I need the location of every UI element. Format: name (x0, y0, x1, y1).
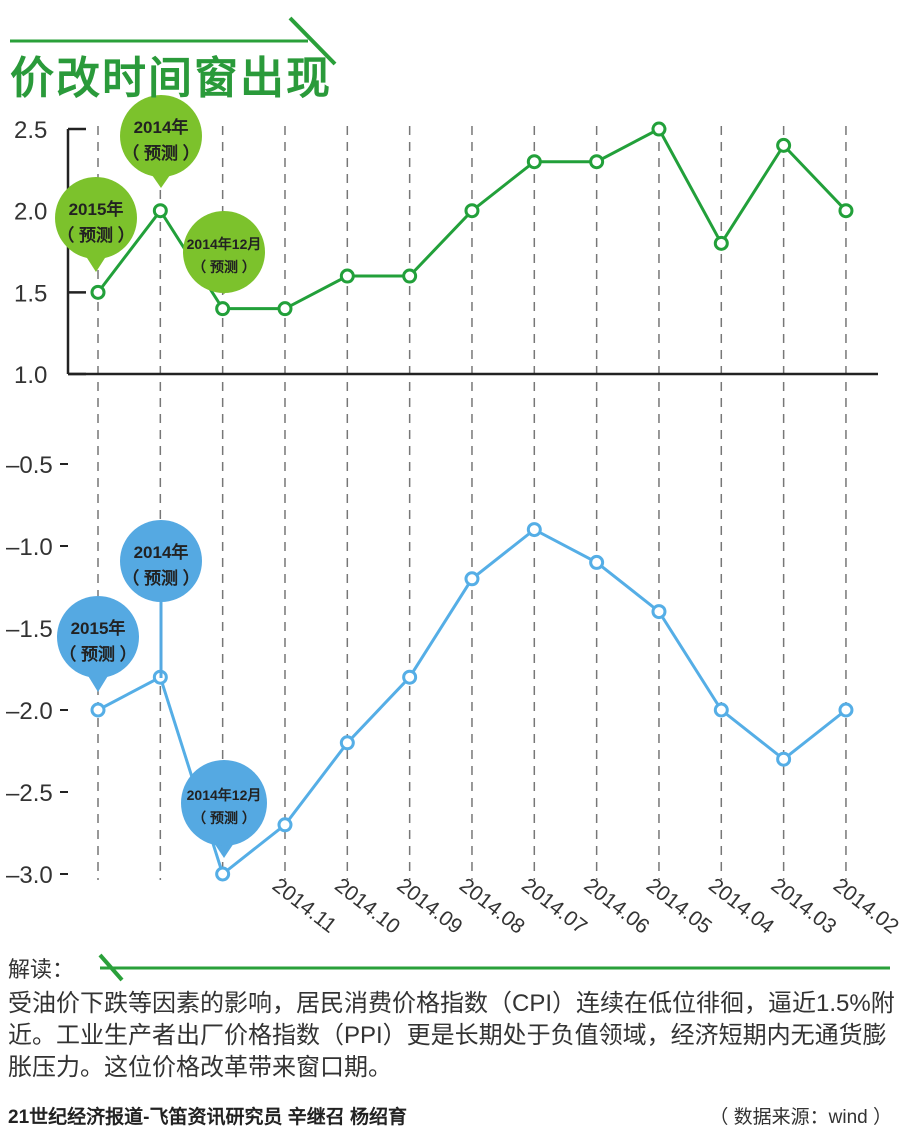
x-tick-label: 2014.08 (455, 874, 529, 939)
bubble-year: 2014年 (134, 542, 189, 562)
cpi-point (713, 235, 729, 251)
cpi-point (838, 203, 854, 219)
ppi-point (402, 669, 418, 685)
forecast-bubble: 2015年 （ 预测 ） (55, 177, 137, 272)
y-tick-label: –2.0 (6, 698, 53, 725)
title-slash (288, 16, 337, 66)
bubble-year: 2015年 (69, 199, 124, 219)
forecast-bubble: 2014年 （ 预测 ） (120, 520, 202, 678)
y-tick-label: 2.0 (14, 199, 47, 226)
ppi-point (776, 751, 792, 767)
cpi-point (339, 268, 355, 284)
interp-slash (98, 953, 124, 982)
credit: 21世纪经济报道-飞笛资讯研究员 辛继召 杨绍育 (8, 1107, 408, 1128)
x-tick-label: 2014.02 (829, 874, 900, 939)
bubble-year: 2014年12月 (187, 236, 262, 252)
bubble-year: 2014年 (134, 117, 189, 137)
cpi-point (402, 268, 418, 284)
x-tick-label: 2014.03 (767, 874, 841, 939)
cpi-point (776, 137, 792, 153)
bubble-circle (183, 211, 265, 293)
bubble-note: （ 预测 ） (57, 225, 134, 245)
bubble-note: （ 预测 ） (59, 644, 136, 664)
bubble-circle (181, 760, 267, 846)
cpi-point (152, 203, 168, 219)
x-tick-label: 2014.04 (704, 874, 778, 939)
ppi-point (215, 866, 231, 882)
y-tick-label: 1.5 (14, 280, 47, 307)
bubble-year: 2015年 (71, 618, 126, 638)
bubble-note: （ 预测 ） (122, 568, 199, 588)
cpi-point (464, 203, 480, 219)
forecast-bubble: 2014年 （ 预测 ） (120, 95, 202, 188)
ppi-point (651, 604, 667, 620)
ppi-point (589, 554, 605, 570)
cpi-point (651, 121, 667, 137)
x-tick-label: 2014.09 (393, 874, 467, 939)
ppi-point (526, 522, 542, 538)
ppi-point (464, 571, 480, 587)
forecast-bubble: 2015年 （ 预测 ） (57, 596, 139, 692)
bubble-circle (55, 177, 137, 259)
cpi-point (277, 301, 293, 317)
ppi-point (713, 702, 729, 718)
cpi-point (215, 301, 231, 317)
bubble-circle (120, 520, 202, 602)
y-tick-label: 2.5 (14, 117, 47, 144)
y-tick-label: –1.0 (6, 534, 53, 561)
cpi-point (589, 154, 605, 170)
bubble-note: （ 预测 ） (122, 143, 199, 163)
ppi-point (90, 702, 106, 718)
data-source: （ 数据来源：wind ） (709, 1107, 892, 1128)
x-tick-label: 2014.07 (517, 874, 591, 939)
x-tick-label: 2014.11 (268, 874, 341, 938)
y-tick-label: 1.0 (14, 362, 47, 389)
cpi-point (90, 284, 106, 300)
bubble-year: 2014年12月 (187, 787, 262, 803)
chart-title: 价改时间窗出现 (10, 53, 332, 104)
x-tick-label: 2014.10 (330, 874, 404, 939)
y-tick-label: –3.0 (6, 862, 53, 889)
forecast-bubble: 2014年12月 （ 预测 ） (181, 760, 267, 858)
interpretation-label: 解读： (8, 957, 75, 982)
forecast-bubble: 2014年12月 （ 预测 ） (183, 211, 265, 294)
bubble-circle (57, 596, 139, 678)
x-tick-label: 2014.06 (580, 874, 654, 939)
y-tick-label: –0.5 (6, 452, 53, 479)
x-tick-label: 2014.05 (642, 874, 716, 939)
bubble-note: （ 预测 ） (192, 810, 256, 826)
interpretation-text: 受油价下跌等因素的影响，居民消费价格指数（CPI）连续在低位徘徊，逼近1.5%附… (8, 990, 895, 1081)
y-tick-label: –1.5 (6, 616, 53, 643)
cpi-point (526, 154, 542, 170)
ppi-point (339, 735, 355, 751)
ppi-point (277, 817, 293, 833)
bubble-note: （ 预测 ） (192, 259, 256, 275)
y-tick-label: –2.5 (6, 780, 53, 807)
bubble-circle (120, 95, 202, 177)
ppi-point (838, 702, 854, 718)
